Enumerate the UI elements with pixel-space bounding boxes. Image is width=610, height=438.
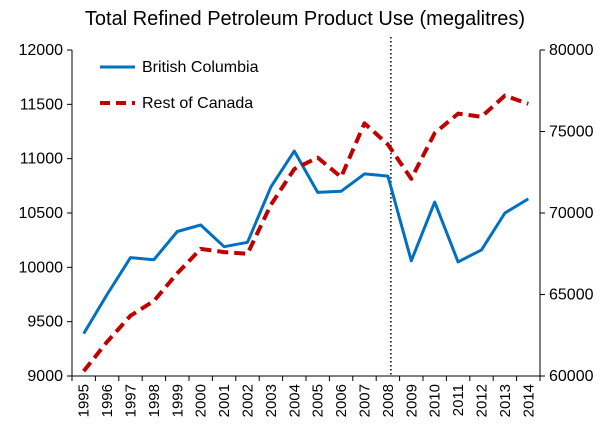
- right-tick-label: 65000: [549, 287, 594, 304]
- x-tick-label: 2003: [263, 384, 280, 417]
- x-tick-label: 2002: [240, 384, 257, 417]
- series-line-british-columbia: [82, 149, 530, 335]
- right-tick-label: 75000: [549, 124, 594, 141]
- right-tick-label: 80000: [549, 42, 594, 59]
- right-tick-label: 70000: [549, 205, 594, 222]
- left-tick-label: 9000: [27, 368, 63, 385]
- legend: British Columbia Rest of Canada: [100, 59, 259, 112]
- left-tick-label: 10500: [19, 205, 64, 222]
- left-tick-label: 11000: [20, 151, 63, 168]
- x-tick-label: 2010: [427, 384, 444, 417]
- x-tick-label: 2013: [497, 384, 514, 417]
- legend-label: British Columbia: [142, 59, 259, 76]
- legend-label: Rest of Canada: [142, 95, 253, 112]
- x-tick-label: 1999: [169, 384, 186, 417]
- x-tick-label: 2008: [380, 384, 397, 417]
- x-tick-label: 2009: [403, 384, 420, 417]
- x-tick-label: 1995: [76, 384, 93, 417]
- x-tick-label: 2007: [357, 384, 374, 417]
- series-line-rest-of-canada: [82, 93, 529, 373]
- x-tick-label: 2011: [450, 384, 467, 416]
- series-layer: [82, 93, 530, 373]
- x-tick-label: 2005: [310, 384, 327, 417]
- x-tick-label: 2000: [193, 384, 210, 417]
- left-tick-label: 12000: [19, 42, 64, 59]
- x-tick-label: 2004: [286, 384, 303, 417]
- x-tick-label: 2012: [474, 384, 491, 417]
- x-tick-label: 2001: [216, 384, 233, 417]
- x-axis: 1995 1996 1997 1998 1999 2000 2001 2002 2003 2004…: [71, 375, 541, 417]
- left-tick-label: 9500: [27, 314, 63, 331]
- x-tick-label: 1996: [99, 384, 116, 417]
- x-tick-label: 2014: [520, 384, 537, 417]
- left-y-axis: 9000 9500 10000 10500 11000 11500 12000: [19, 42, 73, 385]
- left-tick-label: 10000: [19, 259, 64, 276]
- chart-title: Total Refined Petroleum Product Use (meg…: [85, 8, 525, 30]
- x-tick-label: 1998: [146, 384, 163, 417]
- x-tick-label: 1997: [123, 384, 140, 417]
- x-tick-label: 2006: [333, 384, 350, 417]
- left-tick-label: 11500: [20, 96, 63, 113]
- right-tick-label: 60000: [549, 368, 594, 385]
- right-y-axis: 60000 65000 70000 75000 80000: [539, 42, 594, 385]
